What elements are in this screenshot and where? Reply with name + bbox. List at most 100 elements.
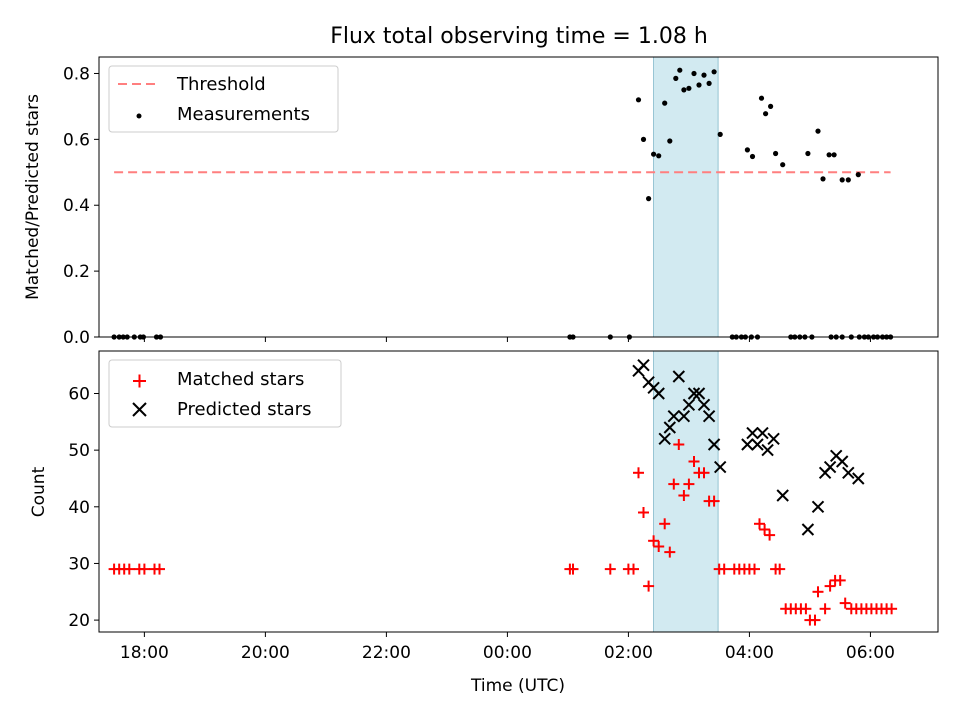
legend-matched-label: Matched stars (177, 369, 304, 390)
matched-point (774, 563, 786, 575)
measurement-point (662, 100, 668, 106)
predicted-point-b (811, 500, 825, 514)
predicted-point-b (687, 387, 701, 400)
top-y-tick-label: 0.2 (63, 262, 90, 282)
predicted-point-b (823, 460, 837, 474)
predicted-point-b (776, 489, 789, 502)
matched-point (683, 478, 695, 490)
predicted-point-b (829, 449, 843, 463)
predicted-point-b (658, 432, 671, 446)
predicted-points (632, 358, 865, 536)
predicted-point-b (663, 421, 677, 434)
matched-point (638, 507, 649, 518)
matched-point (154, 563, 165, 575)
predicted-point-b (835, 455, 849, 468)
predicted-point (852, 472, 865, 485)
measurement-point (831, 152, 837, 158)
bottom-highlight-span (653, 350, 719, 633)
predicted-point (682, 398, 696, 412)
matched-point (628, 563, 639, 575)
measurement-point (839, 177, 845, 183)
predicted-point-b (713, 460, 727, 474)
measurement-point (701, 72, 707, 78)
measurement-point (673, 75, 679, 81)
predicted-point-b (852, 472, 865, 485)
matched-point (824, 580, 836, 592)
measurement-point (768, 103, 774, 109)
predicted-point-b (801, 523, 815, 536)
predicted-point-b (672, 370, 686, 383)
legend-measurement-label: Measurements (177, 104, 310, 125)
x-tick-label: 04:00 (725, 643, 774, 663)
matched-point (668, 478, 680, 490)
predicted-point (776, 489, 789, 502)
predicted-point-b (677, 409, 691, 423)
predicted-point (667, 409, 681, 423)
matched-point (809, 614, 821, 626)
matched-point (123, 563, 135, 575)
bottom-legend-box (108, 359, 342, 428)
predicted-point (692, 387, 706, 400)
bottom-y-axis-label: Count (29, 466, 49, 517)
predicted-point-b (682, 398, 696, 412)
bottom-plot-frame (98, 350, 939, 633)
measurement-point (820, 176, 826, 182)
predicted-point-b (746, 426, 759, 440)
bottom-y-tick-label: 50 (68, 441, 90, 461)
legend-matched-swatch (133, 374, 146, 388)
measurement-point (686, 85, 692, 91)
matched-point (653, 541, 665, 552)
predicted-point (767, 432, 780, 446)
predicted-point-b (697, 398, 711, 412)
predicted-point (756, 426, 769, 440)
matched-point (759, 524, 771, 535)
predicted-point (746, 426, 759, 440)
predicted-point (637, 358, 650, 372)
matched-point (698, 467, 710, 479)
bottom-y-tick-label: 30 (68, 554, 90, 574)
matched-point (800, 603, 812, 615)
predicted-point-b (756, 426, 769, 440)
measurement-point (635, 97, 642, 103)
predicted-point-b (751, 438, 764, 451)
predicted-point-b (842, 466, 855, 480)
matched-point (673, 439, 685, 450)
matched-point (749, 563, 760, 575)
matched-point (708, 495, 720, 507)
matched-point (643, 580, 655, 592)
chart-title: Flux total observing time = 1.08 h (330, 24, 708, 49)
predicted-point (842, 466, 855, 480)
bottom-y-tick-label: 60 (68, 384, 90, 404)
matched-point (764, 529, 776, 541)
matched-point (754, 518, 765, 530)
top-y-axis-label: Matched/Predicted stars (23, 94, 43, 300)
matched-point (567, 563, 579, 575)
predicted-point (663, 421, 677, 434)
predicted-point (741, 438, 754, 451)
measurement-point (691, 70, 697, 77)
measurement-point (758, 95, 765, 101)
predicted-point (687, 387, 701, 400)
top-plot-panel: 0.00.20.40.60.8 Matched/Predicted stars … (23, 56, 939, 348)
predicted-point (823, 460, 837, 474)
top-y-tick-label: 0.4 (63, 196, 90, 216)
matched-point (648, 535, 660, 547)
matched-point (664, 546, 676, 558)
predicted-point (707, 438, 721, 451)
top-highlight-span (653, 56, 719, 338)
top-legend: Threshold Measurements (108, 65, 339, 133)
matched-point (812, 586, 824, 598)
x-tick-label: 20:00 (241, 643, 290, 663)
measurement-point (640, 136, 647, 142)
bottom-x-ticks: 18:00 20:00 22:00 00:00 02:00 04:00 06:00 (120, 632, 895, 663)
predicted-point (677, 409, 691, 423)
x-axis-label: Time (UTC) (470, 676, 565, 696)
measurement-point (826, 152, 832, 158)
predicted-point-b (702, 409, 716, 423)
measurement-point (773, 150, 779, 157)
matched-point (633, 467, 644, 479)
x-tick-label: 18:00 (120, 643, 169, 663)
measurement-point (845, 177, 851, 183)
predicted-point (697, 398, 711, 412)
